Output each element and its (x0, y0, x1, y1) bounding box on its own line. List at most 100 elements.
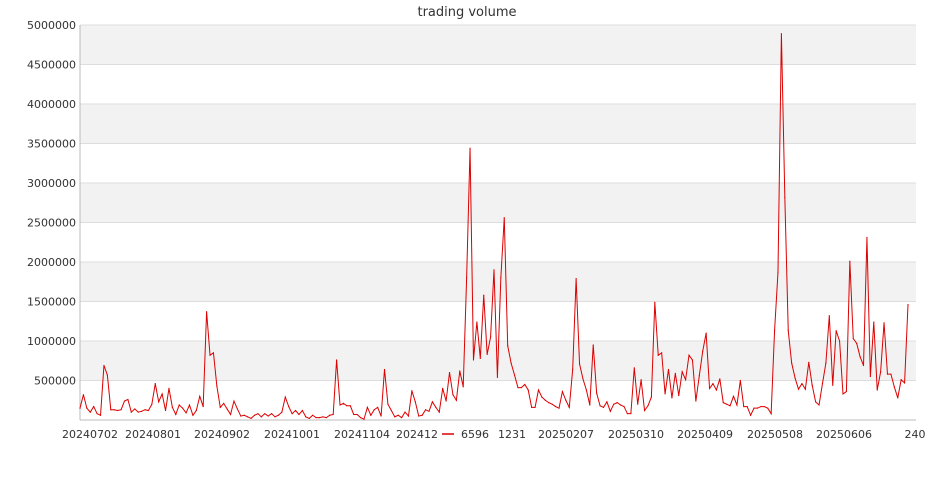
data-point (852, 338, 854, 340)
data-point (695, 400, 697, 402)
data-point (192, 414, 194, 416)
data-point (633, 367, 635, 369)
data-point (462, 386, 464, 388)
data-point (168, 387, 170, 389)
data-point (229, 413, 232, 416)
data-point (756, 407, 759, 409)
data-point (791, 362, 793, 364)
data-point (89, 411, 91, 413)
data-point (784, 196, 786, 198)
data-point (332, 413, 334, 416)
data-point (411, 390, 413, 392)
y-axis-tick-labels: 500000 1000000 1500000 2000000 2500000 300000… (27, 19, 76, 388)
data-point (305, 416, 307, 418)
data-point (640, 379, 642, 381)
data-point (732, 395, 735, 397)
data-point (182, 407, 184, 409)
data-point (517, 387, 519, 389)
data-point (377, 406, 379, 408)
data-point (380, 415, 382, 417)
data-point (842, 393, 844, 395)
data-point (493, 269, 495, 271)
data-point (729, 405, 731, 407)
data-point (691, 359, 694, 361)
data-point (558, 407, 560, 409)
data-point (856, 342, 858, 344)
data-point (596, 392, 598, 394)
data-point (93, 405, 95, 408)
data-point (264, 413, 266, 415)
data-point (708, 387, 711, 389)
data-point (876, 389, 878, 391)
data-point (243, 414, 245, 416)
data-point (233, 400, 235, 402)
data-point (312, 414, 314, 416)
data-point (620, 404, 622, 406)
data-point (705, 332, 707, 334)
data-point (886, 373, 889, 375)
data-point (606, 401, 608, 403)
data-point (466, 277, 468, 279)
data-point (315, 417, 317, 419)
y-tick-label: 4000000 (27, 98, 76, 111)
data-point (869, 375, 871, 378)
data-point (527, 389, 529, 391)
data-point (726, 403, 728, 405)
data-point (209, 354, 211, 356)
x-tick-label: 20250207 (538, 428, 594, 441)
data-point (216, 385, 218, 387)
data-point (294, 409, 297, 412)
data-point (438, 411, 440, 413)
data-point (99, 414, 102, 416)
data-point (329, 414, 331, 416)
data-point (623, 405, 625, 408)
data-point (893, 386, 895, 388)
data-point (322, 416, 324, 418)
x-tick-label: 20240801 (125, 428, 181, 441)
data-point (719, 378, 721, 380)
x-tick-label: 1231 (498, 428, 526, 441)
data-point (281, 411, 283, 413)
data-point (787, 330, 789, 332)
data-point (736, 404, 738, 406)
data-point (578, 363, 581, 365)
data-point (873, 321, 875, 323)
data-point (407, 415, 410, 417)
data-point (585, 389, 587, 391)
data-point (838, 340, 841, 342)
background-band (80, 262, 916, 302)
data-point (247, 416, 249, 418)
data-point (777, 271, 779, 273)
data-point (127, 398, 129, 401)
data-point (134, 408, 136, 410)
data-point (671, 397, 673, 399)
background-band (80, 183, 916, 223)
data-point (825, 362, 827, 364)
data-point (602, 406, 605, 408)
data-point (582, 378, 584, 380)
data-point (743, 405, 745, 408)
data-point (630, 413, 632, 415)
data-point (325, 417, 327, 419)
data-point (534, 406, 536, 408)
data-point (106, 374, 108, 376)
data-point (524, 383, 526, 386)
data-point (561, 390, 564, 393)
data-point (202, 405, 204, 408)
x-tick-label: 20250409 (677, 428, 733, 441)
data-point (353, 413, 355, 416)
data-point (486, 353, 488, 356)
y-tick-label: 2500000 (27, 217, 76, 230)
data-point (260, 416, 262, 418)
data-point (82, 394, 85, 396)
data-point (267, 415, 269, 417)
data-point (394, 416, 396, 418)
data-point (681, 371, 683, 373)
data-point (356, 413, 358, 416)
x-tick-label: 20250310 (608, 428, 664, 441)
y-tick-label: 500000 (34, 375, 76, 388)
data-point (828, 315, 830, 317)
data-point (86, 407, 88, 409)
data-point (767, 407, 769, 409)
horizontal-gridlines (80, 24, 916, 381)
